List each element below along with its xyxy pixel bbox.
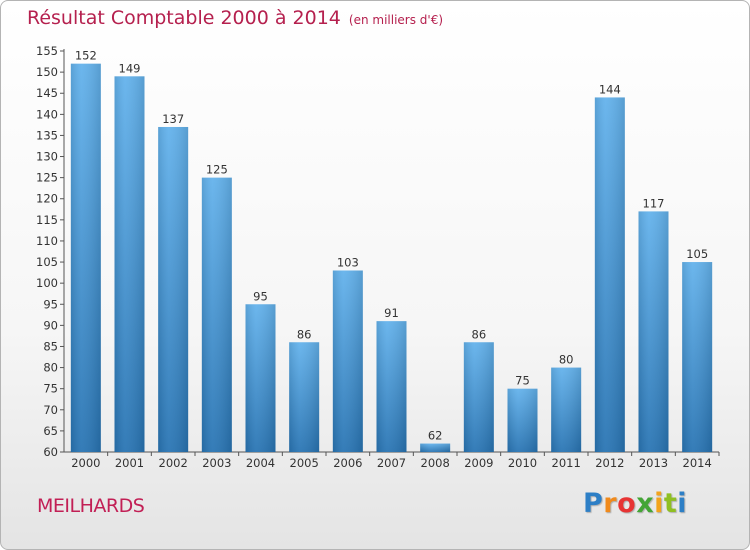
y-tick-label: 65 — [43, 424, 58, 438]
x-tick-label: 2002 — [159, 456, 188, 470]
data-label: 149 — [119, 61, 141, 75]
x-tick-label: 2001 — [115, 456, 144, 470]
y-tick-label: 115 — [36, 213, 58, 227]
y-tick-label: 100 — [36, 276, 58, 290]
commune-name: MEILHARDS — [37, 495, 145, 517]
logo-letter: P — [583, 488, 604, 519]
bar-shade — [594, 97, 625, 452]
y-tick-label: 75 — [43, 382, 58, 396]
y-tick-label: 145 — [36, 86, 58, 100]
data-label: 125 — [206, 163, 228, 177]
data-labels: 152 149 137 125 95 86 103 91 62 86 75 80 144 117 105 — [75, 49, 708, 443]
data-label: 103 — [337, 255, 359, 269]
logo-letter: x — [636, 488, 655, 519]
logo-letter: r — [603, 488, 618, 519]
x-tick-label: 2007 — [377, 456, 406, 470]
data-label: 144 — [599, 82, 621, 96]
logo-letter: o — [617, 488, 637, 519]
bar-shade — [463, 342, 494, 452]
bar-shade — [638, 211, 669, 452]
data-label: 62 — [428, 429, 443, 443]
x-tick-label: 2010 — [508, 456, 537, 470]
y-tick-label: 140 — [36, 107, 58, 121]
bar-shade — [551, 367, 582, 452]
bar-shade — [70, 63, 101, 453]
data-label: 86 — [297, 327, 312, 341]
x-tick-label: 2009 — [464, 456, 493, 470]
y-tick-label: 155 — [36, 44, 58, 58]
data-label: 117 — [643, 196, 665, 210]
bars — [70, 63, 713, 453]
y-tick-label: 110 — [36, 234, 58, 248]
y-tick-label: 105 — [36, 255, 58, 269]
bar-shade — [332, 270, 363, 452]
x-tick-label: 2004 — [246, 456, 275, 470]
chart-unit: (en milliers d'€) — [348, 13, 444, 27]
bar-shade — [376, 321, 407, 452]
data-label: 91 — [384, 306, 399, 320]
data-label: 105 — [686, 247, 708, 261]
proxiti-logo[interactable]: Proxiti — [583, 488, 687, 519]
data-label: 86 — [472, 327, 487, 341]
chart-title-text: Résultat Comptable 2000 à 2014 — [27, 7, 341, 29]
x-tick-label: 2008 — [421, 456, 450, 470]
x-axis: 2000 2001 2002 2003 2004 2005 2006 2007 2008 2009… — [64, 451, 720, 470]
data-label: 137 — [162, 112, 184, 126]
data-label: 152 — [75, 49, 97, 63]
data-label: 95 — [253, 289, 268, 303]
y-tick-label: 80 — [43, 361, 58, 375]
logo-letter: i — [654, 488, 664, 519]
x-tick-label: 2003 — [202, 456, 231, 470]
x-tick-label: 2014 — [683, 456, 712, 470]
bar-shade — [201, 177, 232, 452]
bar-shade — [158, 126, 189, 453]
bar-shade — [245, 304, 276, 452]
bar-shade — [114, 76, 145, 452]
x-tick-label: 2000 — [71, 456, 100, 470]
data-label: 80 — [559, 353, 574, 367]
x-tick-label: 2012 — [595, 456, 624, 470]
bar-shade — [289, 342, 320, 452]
bar-shade — [507, 388, 538, 452]
x-tick-label: 2006 — [333, 456, 362, 470]
y-tick-label: 85 — [43, 339, 58, 353]
bar-shade — [420, 443, 451, 452]
y-tick-label: 135 — [36, 128, 58, 142]
logo-letter: i — [677, 488, 688, 519]
x-tick-label: 2011 — [552, 456, 581, 470]
y-tick-label: 125 — [36, 171, 58, 185]
bar-shade — [682, 262, 713, 452]
logo-letter: t — [663, 488, 678, 519]
y-tick-label: 60 — [43, 445, 58, 459]
y-tick-label: 150 — [36, 65, 58, 79]
x-tick-label: 2013 — [639, 456, 668, 470]
y-tick-label: 130 — [36, 150, 58, 164]
y-axis: 60 65 70 75 80 85 90 95 100 105 110 115 120 125 130 135… — [36, 44, 65, 459]
data-label: 75 — [515, 374, 530, 388]
y-tick-label: 70 — [43, 403, 58, 417]
chart-title: Résultat Comptable 2000 à 2014 (en millie… — [27, 7, 443, 29]
y-tick-label: 90 — [43, 318, 58, 332]
y-tick-label: 95 — [43, 297, 58, 311]
x-tick-label: 2005 — [290, 456, 319, 470]
y-tick-label: 120 — [36, 192, 58, 206]
